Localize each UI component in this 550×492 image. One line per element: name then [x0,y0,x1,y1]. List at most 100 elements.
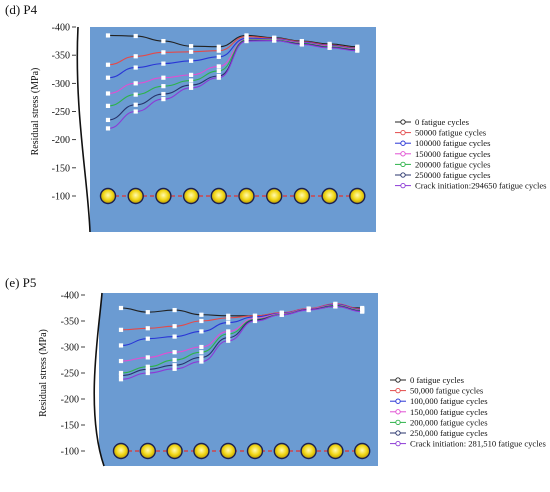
series-point-6 [118,377,124,382]
y-tick-label: -150 [61,421,79,432]
y-tick-label: -200 [52,135,70,146]
series-point-6 [226,338,231,343]
series-point-1 [199,318,204,324]
series-line-0 [107,34,358,48]
series-point-2 [172,334,177,339]
series-point-1 [226,315,231,320]
y-tick-label: -200 [61,395,79,406]
notch-cutout [77,27,90,232]
measurement-point-marker [354,442,371,460]
series-point-6 [299,42,304,47]
series-point-5 [133,102,138,107]
measurement-point-marker [238,187,255,205]
series-point-2 [216,54,221,59]
series-point-3 [133,81,138,86]
legend-swatch-marker [395,398,401,404]
y-tick-label: -350 [52,51,70,62]
legend-label: 100000 fatigue cycles [415,138,491,148]
measurement-point-marker [246,442,264,460]
series-point-4 [216,68,221,74]
y-tick-label: -100 [61,447,79,458]
legend-swatch-marker [395,440,401,447]
series-point-6 [216,75,221,80]
series-point-2 [105,75,111,80]
series-point-2 [226,320,231,325]
y-axis-label: Residual stress (MPa) [38,329,49,417]
measurement-point-marker [127,187,144,205]
measurement-point-marker [266,187,283,205]
notch-edge [93,292,105,467]
legend-swatch-marker [395,409,401,415]
series-point-6 [189,85,194,90]
series-point-1 [133,54,138,59]
y-tick-label: -300 [61,343,79,354]
series-point-0 [161,38,166,44]
y-tick-label: -250 [61,369,79,380]
legend-label: 250,000 fatigue cycles [410,428,488,438]
legend-swatch-marker [400,119,406,125]
measurement-point-marker [327,442,344,460]
legend-label: Crack initiation:294650 fatigue cycles [415,181,547,191]
measurement-point-marker [300,442,317,460]
series-point-3 [118,358,124,364]
series-point-3 [189,72,194,77]
legend-swatch-marker [400,172,406,178]
chart-panel-0: (d) P4 -400 -350 -300 -250 -200 -150 -100 Residu… [5,2,547,233]
legend-label: Crack initiation: 281,510 fatigue cycles [410,439,546,449]
series-point-4 [226,331,231,337]
series-point-5 [199,355,204,360]
series-point-0 [172,307,177,313]
measurement-point-marker [210,187,228,205]
series-point-6 [105,126,111,131]
measurement-point-marker [293,187,311,205]
series-point-0 [105,33,111,38]
legend-swatch-marker [400,140,406,146]
series-point-4 [133,92,138,97]
series-point-3 [172,350,177,355]
measurement-point-marker [139,442,157,460]
series-point-0 [199,312,204,317]
series-point-1 [189,49,194,54]
series-point-6 [306,307,311,313]
series-point-1 [216,48,221,53]
measurement-point-marker [321,187,338,205]
series-point-1 [145,326,150,331]
y-tick-label: -350 [61,317,79,328]
series-point-3 [161,75,166,80]
series-point-6 [199,359,204,364]
notch-cutout [94,293,104,466]
series-line-6 [107,39,358,129]
y-tick-label: -400 [52,23,70,34]
series-point-3 [216,64,221,69]
series-point-5 [161,91,166,97]
series-point-2 [133,65,138,70]
legend-label: 200000 fatigue cycles [415,159,491,169]
legend-label: 200,000 fatigue cycles [410,417,488,427]
series-point-6 [355,48,360,53]
legend-swatch-marker [400,151,406,157]
measurement-point-marker [182,187,200,205]
series-point-1 [161,50,166,55]
series-point-6 [145,370,150,376]
measurement-point-marker [273,442,290,460]
y-tick-label: -150 [52,163,70,174]
series-point-4 [199,350,204,355]
series-point-2 [199,329,204,334]
y-tick-label: -100 [52,192,70,203]
legend-swatch-marker [400,182,406,189]
y-tick-label: -250 [52,107,70,118]
series-point-1 [105,62,111,67]
legend-swatch-marker [395,430,401,436]
series-point-3 [199,344,204,350]
y-tick-label: -400 [61,291,79,302]
series-point-3 [145,355,150,360]
legend-swatch-marker [395,419,401,426]
legend-label: 50,000 fatigue cycles [410,386,484,396]
series-point-6 [244,38,249,44]
series-point-6 [360,309,365,314]
series-point-2 [145,336,150,341]
legend-swatch-marker [395,377,401,383]
measurement-point-marker [193,442,210,460]
legend-label: 150,000 fatigue cycles [410,407,488,417]
